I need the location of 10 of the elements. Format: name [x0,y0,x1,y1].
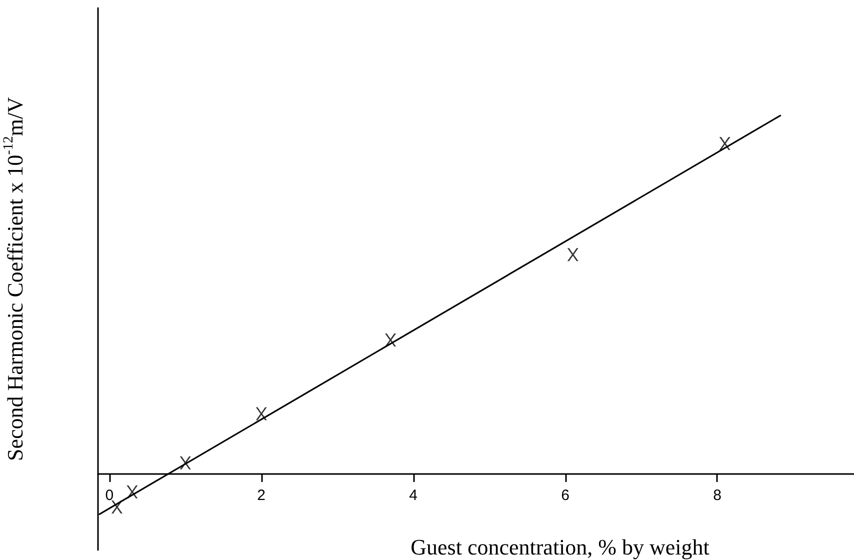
x-tick-label: 2 [257,487,266,504]
y-axis-title: Second Harmonic Coefficient x 10-12m/V [2,96,28,462]
point [719,137,730,150]
x-tick-label: 4 [409,487,418,504]
x-tick-label: 6 [561,487,570,504]
x-tick-label: 8 [713,487,722,504]
point [256,407,267,420]
point [567,248,578,262]
x-axis-title: Guest concentration, % by weight [410,534,710,560]
x-tick-label: 0 [105,487,114,504]
